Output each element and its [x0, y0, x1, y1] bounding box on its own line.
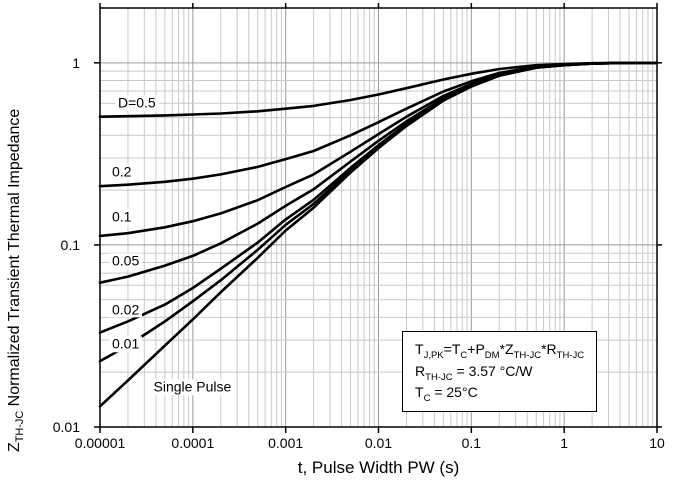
- curve-label-0.01: 0.01: [108, 336, 143, 352]
- annotation-box: TJ,PK=TC+PDM*ZTH-JC*RTH-JC RTH-JC = 3.57 …: [402, 331, 598, 413]
- curve-label-0.1: 0.1: [108, 209, 135, 225]
- x-tick-label: 0.001: [268, 435, 304, 451]
- y-tick-label: 1: [72, 54, 80, 71]
- plot-border: [99, 7, 658, 428]
- annotation-line: TC = 25°C: [415, 384, 478, 405]
- x-tick-label: 0.00001: [74, 435, 126, 451]
- y-tick-label: 0.01: [52, 419, 80, 435]
- y-axis-title: ZTH-JC Normalized Transient Thermal Impe…: [6, 108, 27, 452]
- x-tick-label: 0.1: [461, 435, 482, 451]
- x-tick-label: 1: [560, 435, 569, 451]
- x-tick-label: 0.01: [364, 435, 393, 451]
- curve-label-single-pulse: Single Pulse: [150, 379, 235, 396]
- x-tick-label: 10: [649, 435, 665, 451]
- curve-label-0.02: 0.02: [108, 301, 143, 318]
- annotation-line: TJ,PK=TC+PDM*ZTH-JC*RTH-JC: [415, 341, 585, 361]
- curve-label-d-0.5: D=0.5: [114, 95, 159, 111]
- x-tick-label: 0.0001: [171, 435, 215, 451]
- y-tick-label: 0.1: [60, 236, 80, 253]
- curve-label-0.05: 0.05: [108, 252, 143, 269]
- curve-single-pulse: [98, 61, 659, 408]
- annotation-line: RTH-JC = 3.57 °C/W: [415, 362, 533, 383]
- x-axis-title: t, Pulse Width PW (s): [297, 458, 460, 477]
- curve-label-0.2: 0.2: [108, 164, 135, 181]
